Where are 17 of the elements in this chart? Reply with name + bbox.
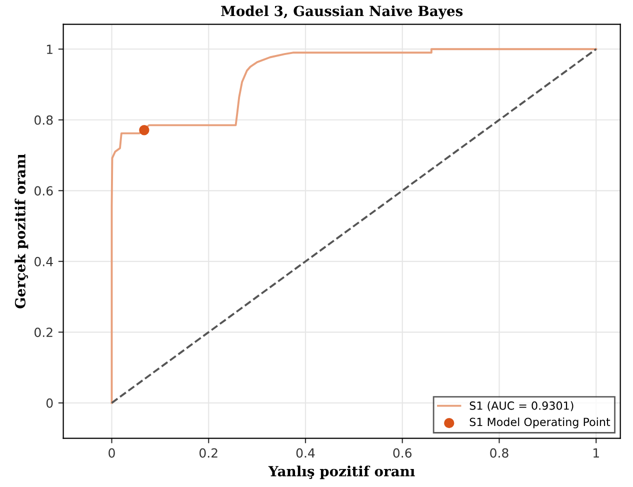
x-tick-label: 1 [594,448,599,458]
y-tick-label: 0.8 [34,115,53,125]
y-tick-label: 1 [47,44,52,54]
legend-label: S1 (AUC = 0.9301) [470,401,574,412]
x-tick-label: 0.4 [296,448,315,458]
y-tick-label: 0.6 [34,186,53,196]
chart-title: Model 3, Gaussian Naive Bayes [221,5,463,20]
y-tick-label: 0.4 [34,256,53,266]
y-tick-label: 0.2 [34,328,52,338]
x-tick-label: 0.8 [490,448,508,458]
y-axis-title: Gerçek pozitif oranı [14,154,28,308]
x-tick-label: 0.6 [393,448,412,458]
x-tick-label: 0.2 [200,448,218,458]
x-axis-title: Yanlış pozitif oranı [268,466,415,480]
x-tick-label: 0 [108,448,115,458]
y-tick-label: 0 [46,398,53,408]
legend-label: S1 Model Operating Point [470,418,610,428]
